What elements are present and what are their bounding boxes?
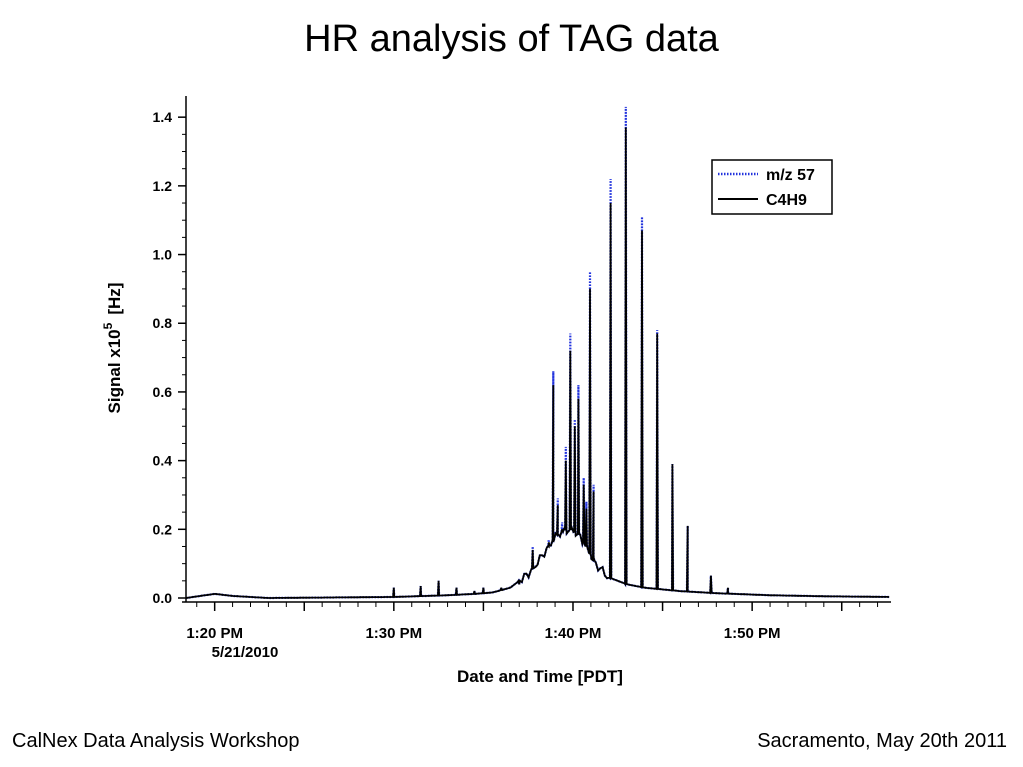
y-tick-label: 1.4 bbox=[153, 109, 173, 125]
series-line-c4h9 bbox=[185, 127, 890, 599]
y-tick-label: 0.8 bbox=[153, 315, 173, 331]
footer-right: Sacramento, May 20th 2011 bbox=[757, 730, 1007, 752]
x-tick-label: 1:30 PM bbox=[365, 625, 422, 642]
y-axis-label: Signal x105 [Hz] bbox=[101, 283, 124, 414]
footer-left: CalNex Data Analysis Workshop bbox=[12, 730, 300, 752]
y-axis-label-unit: [Hz] bbox=[105, 283, 124, 315]
svg-text:Signal x105[Hz]: Signal x105 [Hz] bbox=[101, 283, 124, 414]
y-tick-label: 1.2 bbox=[153, 178, 173, 194]
legend-box bbox=[711, 159, 833, 215]
x-tick-label: 1:50 PM bbox=[724, 625, 781, 642]
x-tick-sublabel: 5/21/2010 bbox=[212, 644, 279, 661]
y-axis-label-main: Signal x10 bbox=[105, 329, 124, 413]
y-tick-label: 0.2 bbox=[153, 521, 173, 537]
y-tick-label: 0.6 bbox=[153, 384, 173, 400]
x-tick-label: 1:40 PM bbox=[545, 625, 602, 642]
y-tick-label: 0.4 bbox=[153, 453, 173, 469]
y-axis-label-exponent: 5 bbox=[101, 322, 115, 329]
legend-label-c4h9: C4H9 bbox=[766, 192, 807, 209]
axes: 0.0 0.2 0.4 0.6 0.8 1.0 1.2 1.4 1:20 PM 1:30 PM 1:… bbox=[153, 96, 891, 642]
plot-lines bbox=[185, 106, 890, 600]
x-axis-label: Date and Time [PDT] bbox=[457, 667, 623, 686]
y-tick-label: 0.0 bbox=[153, 590, 173, 606]
y-tick-label: 1.0 bbox=[153, 247, 173, 263]
legend-label-mz57: m/z 57 bbox=[766, 167, 815, 184]
x-tick-label: 1:20 PM bbox=[186, 625, 243, 642]
legend: m/z 57 C4H9 bbox=[711, 159, 833, 215]
slide-title: HR analysis of TAG data bbox=[304, 18, 719, 60]
